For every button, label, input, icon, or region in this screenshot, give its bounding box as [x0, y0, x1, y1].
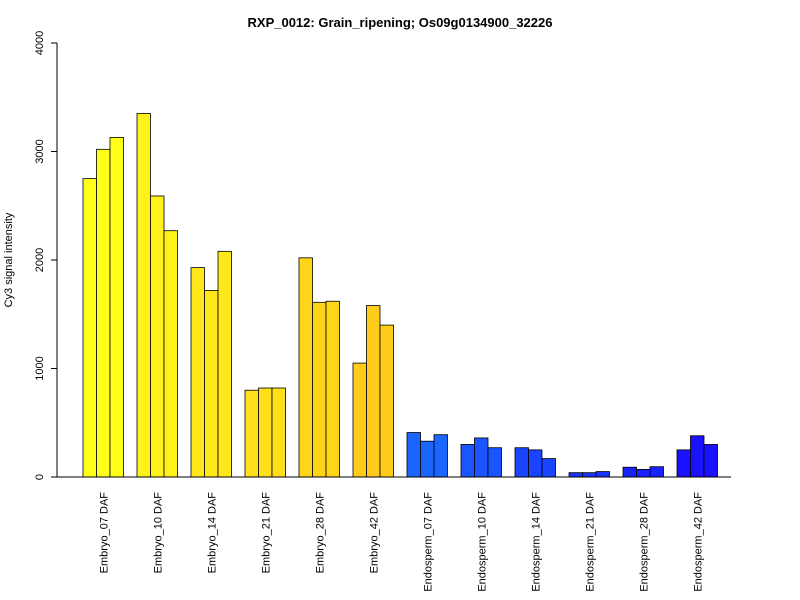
bar [366, 305, 381, 478]
bar [217, 250, 232, 478]
x-tick-label: Embryo_28 DAF [314, 492, 326, 574]
x-tick-label: Endosperm_14 DAF [530, 492, 542, 592]
y-tick-label: 0 [34, 474, 46, 480]
x-tick-label: Embryo_21 DAF [260, 492, 272, 574]
bar [298, 257, 313, 478]
bar [271, 387, 286, 478]
bar [136, 113, 151, 478]
bars-group [82, 113, 718, 478]
bar [528, 449, 543, 478]
y-tick-label: 3000 [34, 139, 46, 163]
bar [514, 447, 529, 478]
bar [460, 444, 475, 478]
bar [487, 447, 502, 478]
y-tick-label: 1000 [34, 356, 46, 380]
bar [163, 230, 178, 478]
bar [595, 471, 610, 478]
x-tick-label: Endosperm_10 DAF [476, 492, 488, 592]
bar [649, 466, 664, 478]
bar [433, 434, 448, 478]
y-tick-label: 2000 [34, 248, 46, 272]
bar [690, 435, 705, 478]
bar [622, 466, 637, 478]
bar [204, 289, 219, 478]
x-tick-label: Endosperm_42 DAF [692, 492, 704, 592]
y-tick-label: 4000 [34, 31, 46, 55]
bar [582, 472, 597, 478]
bar [96, 148, 111, 478]
y-axis-label: Cy3 signal intensity [3, 212, 15, 307]
x-tick-label: Endosperm_07 DAF [422, 492, 434, 592]
bar [379, 324, 394, 478]
x-tick-label: Embryo_10 DAF [152, 492, 164, 574]
x-tick-label: Embryo_14 DAF [206, 492, 218, 574]
x-tick-label: Embryo_42 DAF [368, 492, 380, 574]
chart-title: RXP_0012: Grain_ripening; Os09g0134900_3… [248, 15, 553, 30]
bar [325, 300, 340, 478]
x-axis-labels: Embryo_07 DAF Embryo_10 DAF Embryo_14 DAF E… [98, 492, 704, 592]
bar [190, 267, 205, 478]
bar [352, 362, 367, 478]
bar [244, 389, 259, 478]
bar [109, 136, 124, 478]
bar [541, 458, 556, 478]
x-tick-label: Endosperm_21 DAF [584, 492, 596, 592]
bar [312, 301, 327, 478]
bar [82, 178, 97, 478]
bar [420, 440, 435, 478]
bar [406, 432, 421, 478]
bar [258, 387, 273, 478]
bar [568, 472, 583, 478]
bar [474, 437, 489, 478]
bar [636, 469, 651, 478]
y-axis: 0 1000 2000 3000 4000 [34, 31, 58, 480]
bar [150, 195, 165, 478]
bar [703, 444, 718, 478]
bar [676, 449, 691, 478]
x-tick-label: Endosperm_28 DAF [638, 492, 650, 592]
x-tick-label: Embryo_07 DAF [98, 492, 110, 574]
